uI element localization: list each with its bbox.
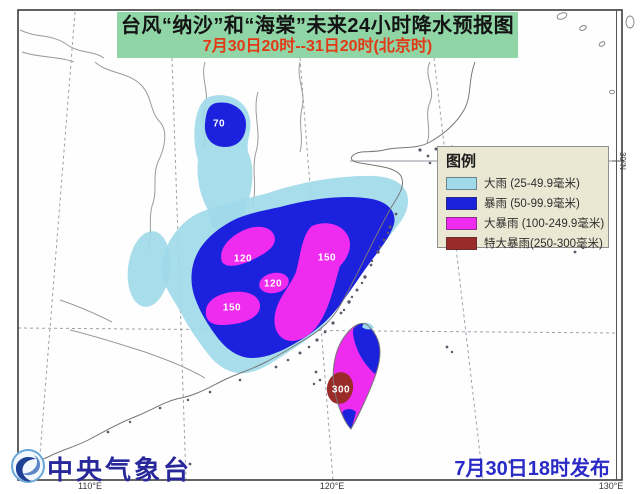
rain-region-severe-center xyxy=(259,272,289,294)
lon-label-110e: 110°E xyxy=(78,481,102,491)
agency-name: 中央气象台 xyxy=(47,455,193,485)
legend-title: 图例 xyxy=(446,153,477,170)
contour-label-300: 300 xyxy=(331,384,351,396)
issue-time: 7月30日18时发布 xyxy=(454,458,610,480)
taiwan-rain-storm-south-tip xyxy=(342,409,356,429)
rain-region-severe-sw xyxy=(205,291,260,326)
cma-typhoon-swirl-icon xyxy=(11,449,45,483)
rain-region-storm-north xyxy=(204,102,246,147)
legend-label-heavy-rain: 大雨 (25-49.9毫米) xyxy=(484,178,580,190)
contour-label-150b: 150 xyxy=(222,302,242,314)
rain-region-severe-nw xyxy=(221,226,275,266)
title-banner: 台风“纳沙”和“海棠”未来24小时降水预报图 7月30日20时--31日20时(… xyxy=(117,12,518,58)
contour-label-120b: 120 xyxy=(263,278,283,290)
lon-label-120e: 120°E xyxy=(319,481,345,491)
map-title: 台风“纳沙”和“海棠”未来24小时降水预报图 xyxy=(120,15,515,37)
legend-swatch-severe-rainstorm xyxy=(446,216,477,230)
map-subtitle: 7月30日20时--31日20时(北京时) xyxy=(202,38,433,55)
taiwan-outline xyxy=(332,322,381,430)
legend-item-extreme-rainstorm: 特大暴雨(250-300毫米) xyxy=(446,233,608,253)
coastline xyxy=(33,61,476,463)
taiwan-rain-storm-north xyxy=(352,323,380,374)
rain-region-severe-coastal xyxy=(274,223,351,341)
legend-label-rainstorm: 暴雨 (50-99.9毫米) xyxy=(484,198,580,210)
legend-label-extreme-rainstorm: 特大暴雨(250-300毫米) xyxy=(484,238,603,250)
taiwan-island xyxy=(326,322,381,430)
lon-label-130e: 130°E xyxy=(598,481,624,491)
legend-label-severe-rainstorm: 大暴雨 (100-249.9毫米) xyxy=(484,218,605,230)
offshore-islands xyxy=(556,12,635,95)
map-frame xyxy=(17,9,623,481)
legend-swatch-heavy-rain xyxy=(446,176,477,190)
rain-regions xyxy=(127,95,409,374)
legend-box: 图例 大雨 (25-49.9毫米) 暴雨 (50-99.9毫米) 大暴雨 (10… xyxy=(437,146,609,250)
legend-swatch-rainstorm xyxy=(446,196,477,210)
legend-swatch-extreme-rainstorm xyxy=(446,236,477,250)
contour-label-150a: 150 xyxy=(317,252,337,264)
contour-label-70: 70 xyxy=(212,118,226,130)
rain-region-west-small xyxy=(127,231,171,307)
legend-item-severe-rainstorm: 大暴雨 (100-249.9毫米) xyxy=(446,213,608,233)
contour-label-120a: 120 xyxy=(233,253,253,265)
legend-item-rainstorm: 暴雨 (50-99.9毫米) xyxy=(446,193,608,213)
legend-item-heavy-rain: 大雨 (25-49.9毫米) xyxy=(446,173,608,193)
